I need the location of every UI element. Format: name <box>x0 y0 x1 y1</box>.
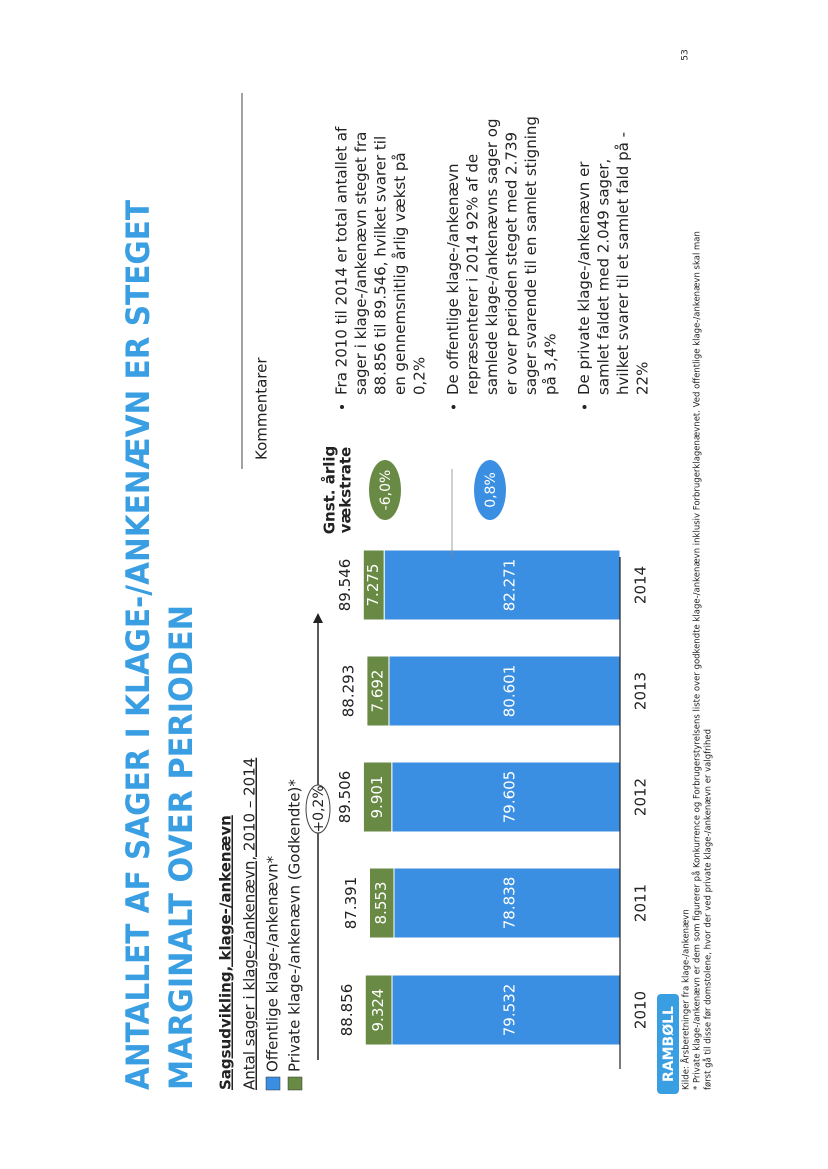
x-tick-label: 2011 <box>632 884 650 922</box>
bar-value-label: 79.605 <box>501 771 519 824</box>
bar-segment <box>368 867 395 939</box>
section-title: Sagsudvikling, klage-/ankenævn <box>217 815 235 1090</box>
logo: RAMBØLL <box>661 1006 677 1082</box>
comment-line: hvilket svarer til et samlet fald på - <box>614 132 632 395</box>
bar-segment <box>366 655 390 727</box>
bar-value-label: 7.275 <box>364 564 382 607</box>
comment-line: sager svarende til en samlet stigning <box>522 116 540 395</box>
bar-segment <box>362 549 385 621</box>
bar-total-label: 89.506 <box>336 771 354 824</box>
bar-total-label: 89.546 <box>336 559 354 612</box>
legend-label: Offentlige klage-/ankenævn* <box>264 855 282 1072</box>
bar-value-label: 80.601 <box>501 665 519 718</box>
bar-value-label: 9.324 <box>369 989 387 1032</box>
comment-line: Fra 2010 til 2014 er total antallet af <box>333 126 351 395</box>
bar-value-label: 8.553 <box>372 882 390 925</box>
footnote: først gå til disse før domstolene, hvor … <box>703 729 714 1090</box>
comment-line: er over perioden steget med 2.739 <box>503 132 521 395</box>
comment-line: 0,2% <box>411 357 429 395</box>
comment-line: samlet faldet med 2.049 sager, <box>595 159 613 395</box>
bullet-dot <box>340 405 344 409</box>
comment-line: sager i klage-/ankenævn steget fra <box>352 132 370 395</box>
landscape-page: ANTALLET AF SAGER I KLAGE-/ANKENÆVN ER S… <box>119 49 714 1094</box>
source: Kilde: Årsberetninger fra klage-/ankenæv… <box>680 909 692 1090</box>
growth-label: 0,8% <box>483 472 499 508</box>
bar-value-label: 9.901 <box>368 776 386 819</box>
bar-segment <box>362 761 393 833</box>
x-tick-label: 2014 <box>632 566 650 604</box>
bar-value-label: 79.532 <box>501 984 519 1037</box>
growth-label: -6,0% <box>378 470 394 511</box>
page-title: MARGINALT OVER PERIODEN <box>162 605 200 1090</box>
bullet-dot <box>582 405 587 409</box>
comment-line: 22% <box>634 362 652 395</box>
x-tick-label: 2013 <box>632 672 650 710</box>
page-title: ANTALLET AF SAGER I KLAGE-/ANKENÆVN ER S… <box>119 200 157 1090</box>
bar-value-label: 82.271 <box>501 559 519 612</box>
comments-title: Kommentarer <box>253 357 271 460</box>
bar-value-label: 78.838 <box>501 877 519 930</box>
growth-bubble <box>369 460 401 520</box>
comment-line: De private klage-/ankenævn er <box>575 161 593 395</box>
comment-line: på 3,4% <box>542 333 560 395</box>
legend-swatch <box>287 1076 303 1091</box>
legend-label: Private klage-/ankenævn (Godkendte)* <box>286 779 304 1072</box>
bar-total-label: 87.391 <box>342 877 360 930</box>
bar-total-label: 88.856 <box>338 984 356 1037</box>
growth-title: vækstrate <box>337 447 355 533</box>
page-number: 53 <box>681 49 691 60</box>
comment-line: en gennemsnitlig årlig vækst på <box>391 152 409 395</box>
bullet-dot <box>451 405 456 409</box>
x-tick-label: 2012 <box>632 778 650 816</box>
comment-line: De offentlige klage-/ankenævn <box>444 164 462 396</box>
bar-total-label: 88.293 <box>339 665 357 718</box>
bar-segment <box>364 974 393 1046</box>
total-growth-bubble <box>305 784 331 834</box>
total-growth-label: +0,2% <box>311 785 327 832</box>
logo-box <box>657 994 679 1094</box>
bar-value-label: 7.692 <box>368 670 386 713</box>
legend-swatch <box>265 1076 281 1091</box>
x-tick-label: 2010 <box>632 991 650 1029</box>
comment-line: samlede klage-/ankenævns sager og <box>483 119 501 395</box>
growth-title: Gnst. årlig <box>321 446 339 535</box>
growth-bubble <box>474 460 506 520</box>
comment-line: repræsenterer i 2014 92% af de <box>464 154 482 395</box>
comment-line: 88.856 til 89.546, hvilket svarer til <box>372 136 390 395</box>
arrow-head <box>313 613 323 623</box>
footnote: * Private klage-/ankenævn er dem som fig… <box>692 231 703 1090</box>
chart-title: Antal sager i klage-/ankenævn, 2010 – 20… <box>241 758 259 1090</box>
